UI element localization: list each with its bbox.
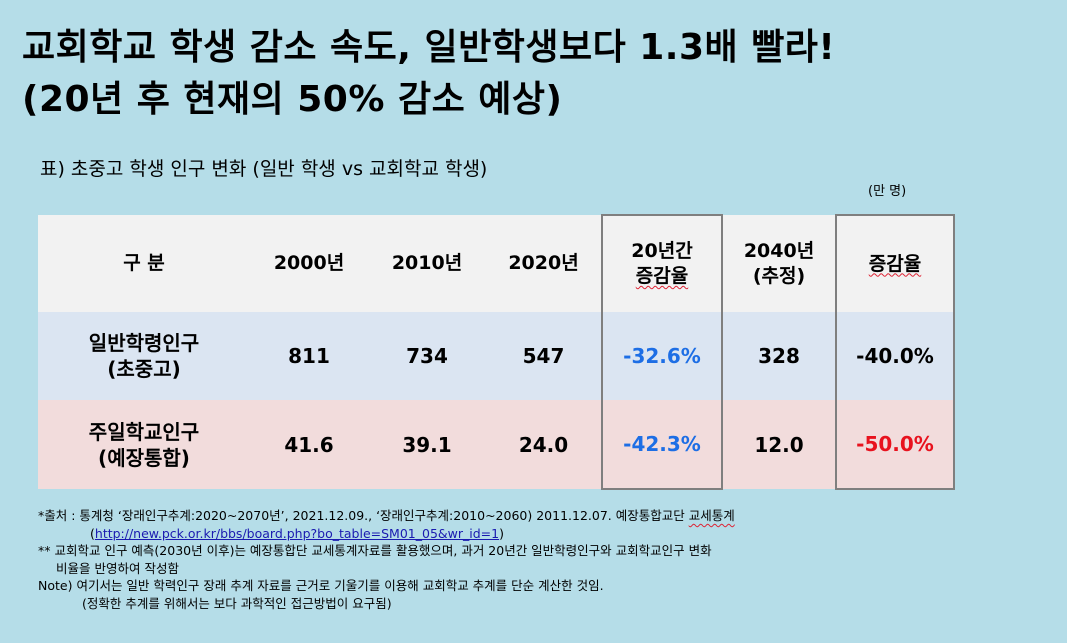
note-3-line-1: Note) 여기서는 일반 학력인구 장래 추계 자료를 근거로 기울기를 이용… xyxy=(38,578,604,594)
header-2010: 2010년 xyxy=(368,215,486,312)
source-note: *출처 : 통계청 ‘장래인구추계:2020~2070년’, 2021.12.0… xyxy=(38,508,735,523)
page-title: 교회학교 학생 감소 속도, 일반학생보다 1.3배 빨라! (20년 후 현재… xyxy=(22,22,1062,126)
cell-general-change: -40.0% xyxy=(835,312,955,400)
cell-church-change: -50.0% xyxy=(835,400,955,490)
header-change: 증감율 xyxy=(835,214,955,312)
header-2040: 2040년 (추정) xyxy=(722,215,836,312)
cell-general-2000: 811 xyxy=(250,312,368,400)
header-2020: 2020년 xyxy=(486,215,602,312)
row-label-church: 주일학교인구 (예장통합) xyxy=(38,400,250,489)
table-row-general: 일반학령인구 (초중고) 811 734 547 -32.6% 328 -40.… xyxy=(38,312,955,400)
source-link-line: (http://new.pck.or.kr/bbs/board.php?bo_t… xyxy=(90,525,504,541)
cell-church-2020: 24.0 xyxy=(486,400,602,489)
title-line-2: (20년 후 현재의 50% 감소 예상) xyxy=(22,79,563,120)
population-table: 구 분 2000년 2010년 2020년 20년간 증감율 2040년 (추정… xyxy=(38,214,955,490)
note-2-line-2: 비율을 반영하여 작성함 xyxy=(56,560,179,576)
header-2040-line2: (추정) xyxy=(752,264,806,287)
cell-church-2040: 12.0 xyxy=(722,400,836,489)
unit-label: (만 명) xyxy=(868,184,907,199)
table-row-church: 주일학교인구 (예장통합) 41.6 39.1 24.0 -42.3% 12.0… xyxy=(38,400,955,490)
header-category: 구 분 xyxy=(38,215,250,312)
cell-church-2010: 39.1 xyxy=(368,400,486,489)
row-label-church-line2: (예장통합) xyxy=(98,445,190,470)
header-20yr-change-line1: 20년간 xyxy=(631,240,693,263)
table-caption: 표) 초중고 학생 인구 변화 (일반 학생 vs 교회학교 학생) xyxy=(40,158,488,180)
row-label-church-line1: 주일학교인구 xyxy=(88,419,200,444)
source-link[interactable]: http://new.pck.or.kr/bbs/board.php?bo_ta… xyxy=(94,525,500,541)
table-header-row: 구 분 2000년 2010년 2020년 20년간 증감율 2040년 (추정… xyxy=(38,214,955,312)
cell-general-2020: 547 xyxy=(486,312,602,400)
row-label-general: 일반학령인구 (초중고) xyxy=(38,312,250,400)
cell-church-2000: 41.6 xyxy=(250,400,368,489)
header-20yr-change-line2: 증감율 xyxy=(635,265,689,287)
cell-church-20yr-change: -42.3% xyxy=(601,400,723,490)
footnotes: *출처 : 통계청 ‘장래인구추계:2020~2070년’, 2021.12.0… xyxy=(38,507,1058,613)
cell-general-2040: 328 xyxy=(722,312,836,400)
source-underlined: 교세통계 xyxy=(688,508,735,523)
header-2000: 2000년 xyxy=(250,215,368,312)
row-label-general-line2: (초중고) xyxy=(107,357,181,381)
row-label-general-line1: 일반학령인구 xyxy=(88,331,200,355)
header-20yr-change: 20년간 증감율 xyxy=(601,214,723,312)
note-3-line-2: (정확한 추계를 위해서는 보다 과학적인 접근방법이 요구됨) xyxy=(82,595,392,611)
title-line-1: 교회학교 학생 감소 속도, 일반학생보다 1.3배 빨라! xyxy=(22,27,836,68)
note-2-line-1: ** 교회학교 인구 예측(2030년 이후)는 예장통합단 교세통계자료를 활… xyxy=(38,543,712,559)
cell-general-2010: 734 xyxy=(368,312,486,400)
cell-general-20yr-change: -32.6% xyxy=(601,312,723,400)
header-2040-line1: 2040년 xyxy=(743,239,815,262)
